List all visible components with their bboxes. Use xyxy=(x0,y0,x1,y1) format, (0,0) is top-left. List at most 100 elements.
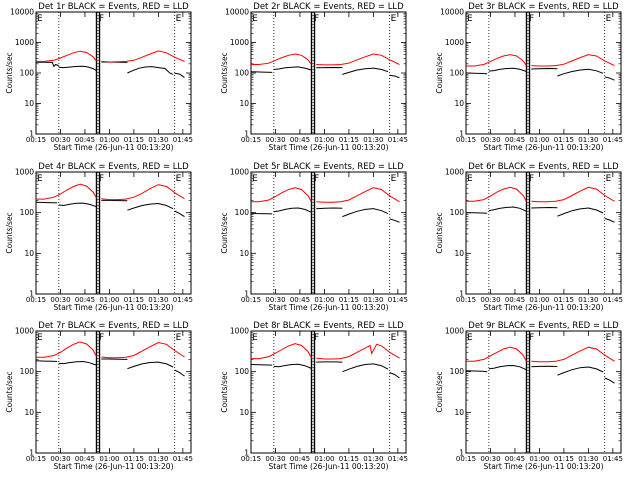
events-series-line xyxy=(604,377,615,384)
events-series-line xyxy=(58,360,97,366)
events-series-line xyxy=(531,206,558,209)
lld-series-line xyxy=(101,184,185,201)
y-tick-label: 10000 xyxy=(225,8,249,17)
panel-title: Det 8r BLACK = Events, RED = LLD xyxy=(253,321,404,331)
x-tick-label: 01:45 xyxy=(173,296,193,304)
marker-e: E xyxy=(606,14,612,24)
events-series-line xyxy=(389,372,400,379)
y-tick-label: 10 xyxy=(239,249,249,258)
marker-f: F xyxy=(314,333,319,343)
x-tick-label: 01:15 xyxy=(339,455,359,463)
x-axis-label: Start Time (26-Jun-11 00:13:20) xyxy=(484,462,604,471)
x-tick-label: 01:45 xyxy=(388,455,408,463)
y-tick-label: 10 xyxy=(239,408,249,417)
y-tick-label: 10 xyxy=(24,408,34,417)
x-tick-label: 00:45 xyxy=(290,296,310,304)
events-series-line xyxy=(273,363,312,369)
y-tick-label: 1 xyxy=(29,130,34,139)
y-axis-label: Counts/sec xyxy=(220,371,229,412)
marker-f: F xyxy=(314,174,319,184)
x-tick-label: 01:00 xyxy=(529,136,549,144)
x-tick-label: 00:15 xyxy=(26,296,46,304)
x-tick-label: 00:15 xyxy=(241,455,261,463)
plot-frame xyxy=(465,171,622,295)
plot-frame xyxy=(250,11,407,135)
events-series-line xyxy=(342,363,389,373)
y-axis-label: Counts/sec xyxy=(435,52,444,93)
panel-det-4: Det 4r BLACK = Events, RED = LLD 1 10 100 10… xyxy=(5,162,193,312)
x-tick-label: 00:45 xyxy=(75,455,95,463)
y-tick-label: 1 xyxy=(244,449,249,458)
marker-e: E xyxy=(606,174,612,184)
lld-series-line xyxy=(531,54,615,67)
x-tick-label: 00:45 xyxy=(505,296,525,304)
plot-frame xyxy=(465,330,622,454)
marker-e: E xyxy=(606,333,612,343)
panel-title: Det 4r BLACK = Events, RED = LLD xyxy=(38,162,189,172)
marker-e: E xyxy=(37,14,43,24)
y-tick-label: 1 xyxy=(244,290,249,299)
x-axis-label: Start Time (26-Jun-11 00:13:20) xyxy=(484,303,604,312)
x-axis-label: Start Time (26-Jun-11 00:13:20) xyxy=(54,143,174,152)
x-tick-label: 01:45 xyxy=(388,296,408,304)
marker-e: E xyxy=(252,14,258,24)
x-tick-label: 00:45 xyxy=(290,455,310,463)
x-tick-label: 01:45 xyxy=(173,455,193,463)
y-tick-label: 10 xyxy=(239,99,249,108)
y-tick-label: 1 xyxy=(459,130,464,139)
x-tick-label: 01:30 xyxy=(578,136,598,144)
y-tick-label: 1000 xyxy=(230,168,249,177)
x-tick-label: 01:30 xyxy=(363,296,383,304)
y-axis-label: Counts/sec xyxy=(435,371,444,412)
y-tick-label: 1000 xyxy=(445,327,464,336)
x-tick-label: 00:30 xyxy=(50,136,70,144)
lld-series-line xyxy=(316,53,400,66)
marker-e: E xyxy=(252,174,258,184)
marker-e: E xyxy=(467,14,473,24)
lld-series-line xyxy=(101,50,185,63)
events-series-line xyxy=(250,364,273,366)
x-tick-label: 00:45 xyxy=(505,136,525,144)
events-series-line xyxy=(174,72,185,78)
y-axis-label: Counts/sec xyxy=(220,52,229,93)
x-tick-label: 01:00 xyxy=(314,136,334,144)
y-tick-label: 1 xyxy=(29,290,34,299)
y-axis-label: Counts/sec xyxy=(220,212,229,253)
y-tick-label: 1000 xyxy=(230,327,249,336)
events-series-line xyxy=(488,206,527,212)
y-axis-label: Counts/sec xyxy=(5,371,14,412)
plot-frame xyxy=(35,11,192,135)
marker-f: F xyxy=(529,14,534,24)
x-axis-label: Start Time (26-Jun-11 00:13:20) xyxy=(269,303,389,312)
y-tick-label: 10 xyxy=(24,249,34,258)
y-tick-label: 100 xyxy=(235,208,250,217)
panel-det-5: Det 5r BLACK = Events, RED = LLD 1 10 100 10… xyxy=(220,162,408,312)
lld-series-line xyxy=(251,53,312,65)
y-tick-label: 1 xyxy=(29,449,34,458)
lld-series-line xyxy=(251,187,312,203)
x-tick-label: 01:30 xyxy=(148,296,168,304)
y-axis-label: Counts/sec xyxy=(5,52,14,93)
events-series-line xyxy=(604,218,615,223)
events-series-line xyxy=(466,212,488,214)
y-tick-label: 100 xyxy=(450,208,465,217)
y-tick-label: 10000 xyxy=(10,8,34,17)
events-series-line xyxy=(250,71,273,73)
lld-series-line xyxy=(36,50,97,62)
x-tick-label: 01:30 xyxy=(148,136,168,144)
events-series-line xyxy=(389,74,400,79)
x-tick-label: 00:30 xyxy=(50,455,70,463)
marker-f: F xyxy=(99,333,104,343)
x-tick-label: 00:15 xyxy=(456,136,476,144)
marker-e: E xyxy=(391,333,397,343)
marker-e: E xyxy=(467,174,473,184)
panel-title: Det 7r BLACK = Events, RED = LLD xyxy=(38,321,189,331)
events-series-line xyxy=(488,67,527,72)
panel-det-9: Det 9r BLACK = Events, RED = LLD 1 10 100 10… xyxy=(435,321,623,471)
x-tick-label: 01:45 xyxy=(603,455,623,463)
panel-title: Det 2r BLACK = Events, RED = LLD xyxy=(253,2,404,12)
marker-e: E xyxy=(37,174,43,184)
x-tick-label: 01:00 xyxy=(529,296,549,304)
panel-det-6: Det 6r BLACK = Events, RED = LLD 1 10 100 10… xyxy=(435,162,623,312)
x-tick-label: 01:15 xyxy=(339,136,359,144)
